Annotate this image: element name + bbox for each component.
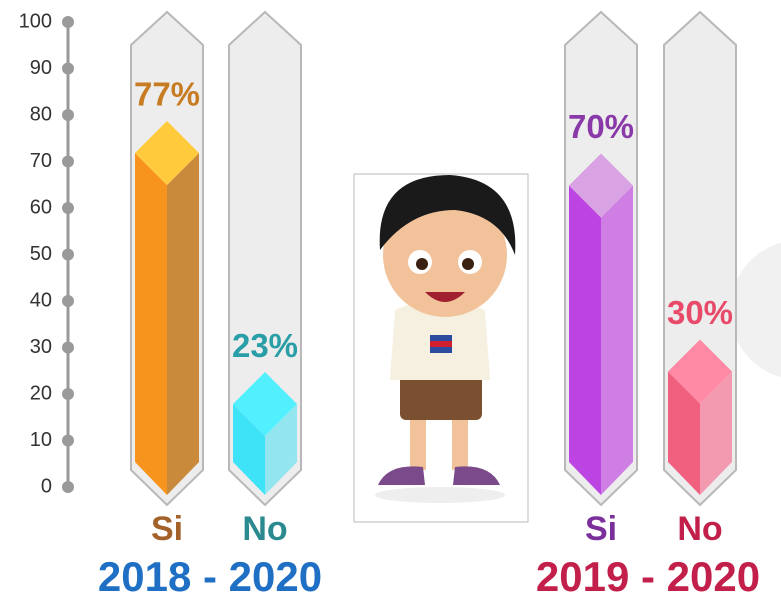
y-tick-label: 0 [41,475,52,497]
y-tick-label: 10 [30,429,52,451]
bar-cap [233,372,297,437]
tick-mark [62,295,74,307]
category-label: Si [585,510,617,548]
tick-mark [62,341,74,354]
y-tick-label: 100 [19,10,52,32]
bar-side [265,404,297,495]
bar-front [569,185,601,495]
bar [135,120,199,495]
bar-front [233,404,265,495]
group-title: 2018 - 2020 [98,553,322,600]
tick-mark [62,248,74,261]
y-tick-label: 20 [30,382,52,404]
tick-mark [62,16,74,28]
tick-mark [62,155,74,168]
bar-front [668,371,700,495]
tick-mark [62,109,74,121]
bar-cap [569,153,633,218]
bar-side [601,185,633,495]
decoration [730,242,781,378]
value-label: 30% [667,294,733,331]
category-label: No [242,510,287,548]
value-label: 23% [232,327,298,364]
group-title: 2019 - 2020 [536,553,760,600]
bar-cap [135,120,199,185]
bar [233,372,297,495]
boy-illustration [353,173,529,523]
category-label: No [677,510,722,548]
y-tick-label: 80 [30,103,52,125]
tick-mark [62,388,74,400]
category-label: Si [151,510,183,548]
bar [668,339,732,495]
bar [569,153,633,495]
tick-mark [62,434,74,447]
y-tick-label: 40 [30,289,52,311]
bar-side [700,371,732,495]
bar-front [135,152,167,495]
value-label: 70% [568,108,634,145]
tick-mark [62,202,74,214]
y-tick-label: 90 [30,57,52,79]
y-tick-label: 50 [30,243,52,265]
y-tick-label: 30 [30,336,52,358]
tick-mark [62,62,74,75]
tick-mark [62,481,74,493]
y-tick-label: 60 [30,196,52,218]
value-label: 77% [134,76,200,113]
tube [228,10,302,507]
bar-side [167,152,199,495]
y-tick-label: 70 [30,150,52,172]
bar-cap [668,339,732,404]
